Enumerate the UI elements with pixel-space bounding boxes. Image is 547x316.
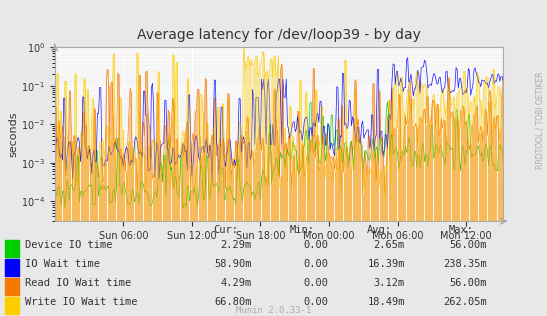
Text: Write IO Wait time: Write IO Wait time xyxy=(25,297,137,307)
Text: Munin 2.0.33-1: Munin 2.0.33-1 xyxy=(236,306,311,315)
Text: 238.35m: 238.35m xyxy=(443,259,487,269)
Text: 56.00m: 56.00m xyxy=(449,278,487,288)
Y-axis label: seconds: seconds xyxy=(8,112,18,157)
Text: 16.39m: 16.39m xyxy=(367,259,405,269)
Text: Min:: Min: xyxy=(290,225,315,234)
Text: 66.80m: 66.80m xyxy=(214,297,252,307)
Text: 3.12m: 3.12m xyxy=(374,278,405,288)
Text: Avg:: Avg: xyxy=(366,225,392,234)
Bar xyxy=(5,240,19,257)
Text: IO Wait time: IO Wait time xyxy=(25,259,100,269)
Text: 0.00: 0.00 xyxy=(303,297,328,307)
Text: 56.00m: 56.00m xyxy=(449,240,487,250)
Text: 0.00: 0.00 xyxy=(303,259,328,269)
Text: 262.05m: 262.05m xyxy=(443,297,487,307)
Text: 58.90m: 58.90m xyxy=(214,259,252,269)
Text: Max:: Max: xyxy=(449,225,474,234)
Bar xyxy=(5,278,19,295)
Text: 0.00: 0.00 xyxy=(303,240,328,250)
Text: RRDTOOL / TOBI OETIKER: RRDTOOL / TOBI OETIKER xyxy=(536,71,544,169)
Text: 2.65m: 2.65m xyxy=(374,240,405,250)
Title: Average latency for /dev/loop39 - by day: Average latency for /dev/loop39 - by day xyxy=(137,28,421,42)
Text: 0.00: 0.00 xyxy=(303,278,328,288)
Text: Device IO time: Device IO time xyxy=(25,240,112,250)
Bar xyxy=(5,259,19,276)
Text: 4.29m: 4.29m xyxy=(220,278,252,288)
Text: 18.49m: 18.49m xyxy=(367,297,405,307)
Text: 2.29m: 2.29m xyxy=(220,240,252,250)
Bar xyxy=(5,297,19,314)
Text: Read IO Wait time: Read IO Wait time xyxy=(25,278,131,288)
Text: Cur:: Cur: xyxy=(213,225,238,234)
